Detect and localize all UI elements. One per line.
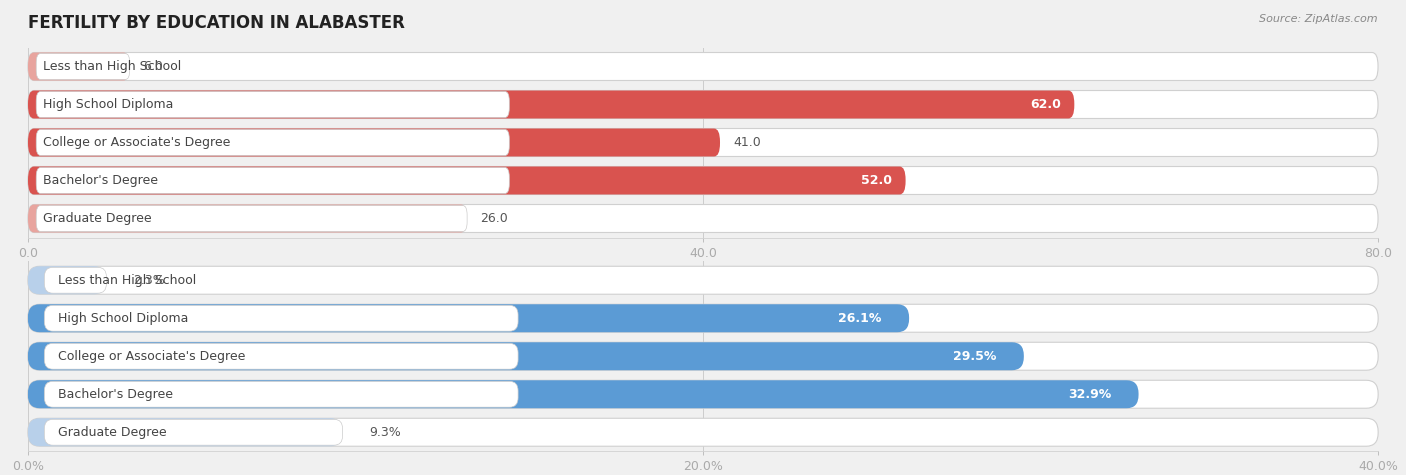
Text: 26.0: 26.0 (481, 212, 508, 225)
Text: 62.0: 62.0 (1029, 98, 1060, 111)
Text: Less than High School: Less than High School (44, 60, 181, 73)
FancyBboxPatch shape (37, 54, 129, 79)
FancyBboxPatch shape (37, 168, 509, 193)
FancyBboxPatch shape (28, 418, 342, 446)
Text: 32.9%: 32.9% (1069, 388, 1111, 401)
Text: Graduate Degree: Graduate Degree (59, 426, 167, 439)
FancyBboxPatch shape (28, 53, 1378, 80)
FancyBboxPatch shape (28, 53, 129, 80)
FancyBboxPatch shape (28, 266, 105, 294)
Text: High School Diploma: High School Diploma (44, 98, 174, 111)
FancyBboxPatch shape (45, 381, 517, 407)
FancyBboxPatch shape (28, 167, 1378, 194)
FancyBboxPatch shape (45, 267, 107, 293)
Text: Bachelor's Degree: Bachelor's Degree (59, 388, 173, 401)
FancyBboxPatch shape (28, 380, 1139, 408)
FancyBboxPatch shape (28, 167, 905, 194)
Text: Graduate Degree: Graduate Degree (44, 212, 152, 225)
Text: 6.0: 6.0 (143, 60, 163, 73)
FancyBboxPatch shape (28, 304, 910, 332)
FancyBboxPatch shape (28, 91, 1074, 118)
Text: 52.0: 52.0 (860, 174, 891, 187)
Text: 29.5%: 29.5% (953, 350, 997, 363)
FancyBboxPatch shape (28, 342, 1378, 370)
Text: 2.3%: 2.3% (132, 274, 165, 287)
FancyBboxPatch shape (28, 342, 1024, 370)
Text: 41.0: 41.0 (734, 136, 761, 149)
FancyBboxPatch shape (28, 304, 1378, 332)
FancyBboxPatch shape (28, 205, 1378, 232)
FancyBboxPatch shape (28, 380, 1378, 408)
FancyBboxPatch shape (37, 130, 509, 155)
FancyBboxPatch shape (28, 266, 1378, 294)
FancyBboxPatch shape (28, 129, 1378, 156)
Text: Bachelor's Degree: Bachelor's Degree (44, 174, 159, 187)
Text: High School Diploma: High School Diploma (59, 312, 188, 325)
Text: College or Associate's Degree: College or Associate's Degree (44, 136, 231, 149)
FancyBboxPatch shape (28, 91, 1378, 118)
FancyBboxPatch shape (28, 129, 720, 156)
FancyBboxPatch shape (37, 206, 467, 231)
FancyBboxPatch shape (45, 419, 343, 445)
FancyBboxPatch shape (45, 343, 517, 369)
FancyBboxPatch shape (28, 418, 1378, 446)
FancyBboxPatch shape (28, 205, 467, 232)
Text: Less than High School: Less than High School (59, 274, 197, 287)
Text: 9.3%: 9.3% (368, 426, 401, 439)
FancyBboxPatch shape (37, 92, 509, 117)
Text: FERTILITY BY EDUCATION IN ALABASTER: FERTILITY BY EDUCATION IN ALABASTER (28, 14, 405, 32)
Text: 26.1%: 26.1% (838, 312, 882, 325)
Text: Source: ZipAtlas.com: Source: ZipAtlas.com (1260, 14, 1378, 24)
Text: College or Associate's Degree: College or Associate's Degree (59, 350, 246, 363)
FancyBboxPatch shape (45, 305, 517, 331)
